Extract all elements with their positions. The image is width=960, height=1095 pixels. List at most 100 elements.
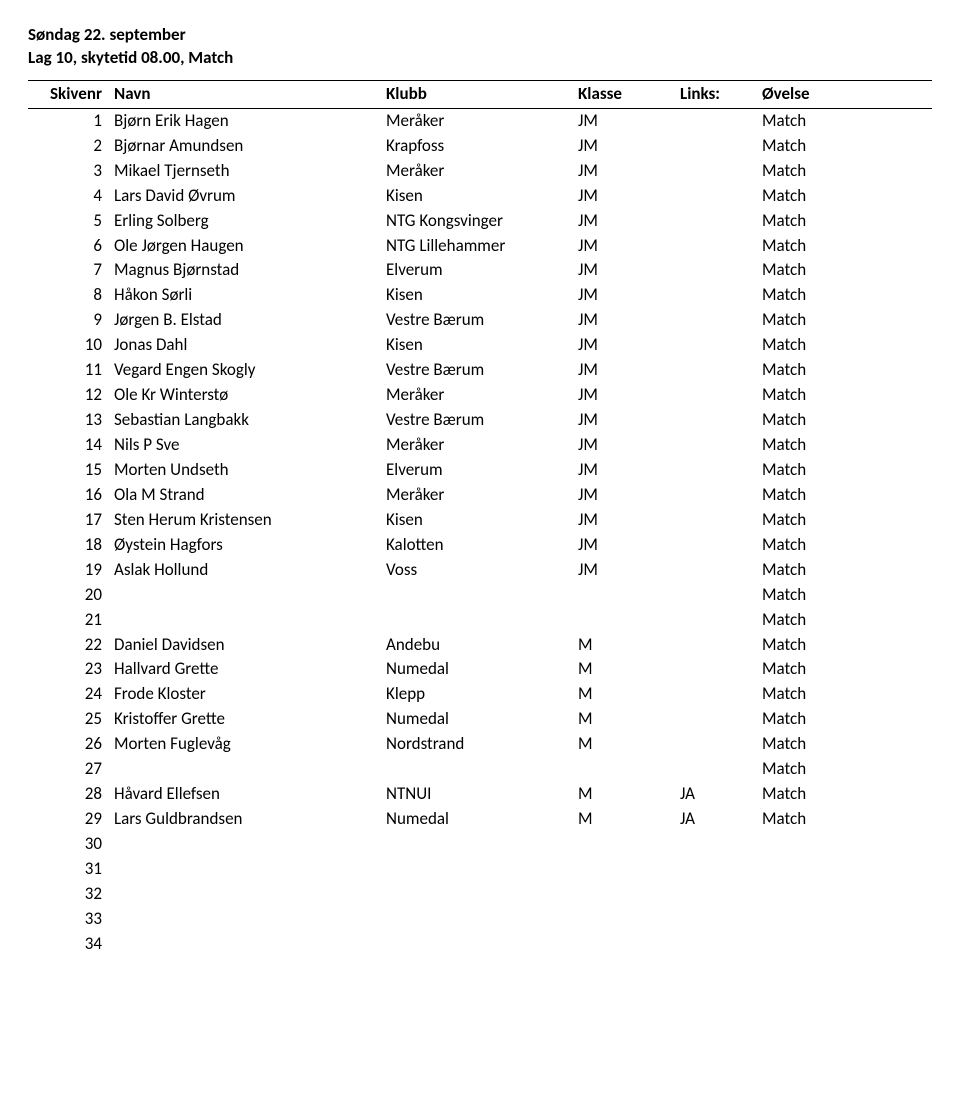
cell-navn — [108, 857, 380, 882]
cell-klubb: Vestre Bærum — [380, 408, 572, 433]
col-links: Links: — [674, 80, 756, 108]
results-table: Skivenr Navn Klubb Klasse Links: Øvelse … — [28, 80, 932, 957]
cell-ovelse: Match — [756, 383, 932, 408]
table-row: 20Match — [28, 583, 932, 608]
cell-klubb: Kisen — [380, 283, 572, 308]
cell-links — [674, 134, 756, 159]
table-row: 23Hallvard GretteNumedalMMatch — [28, 657, 932, 682]
cell-klubb: Krapfoss — [380, 134, 572, 159]
cell-ovelse: Match — [756, 807, 932, 832]
cell-navn: Vegard Engen Skogly — [108, 358, 380, 383]
cell-skivenr: 32 — [28, 882, 108, 907]
cell-klubb — [380, 608, 572, 633]
cell-skivenr: 27 — [28, 757, 108, 782]
table-row: 10Jonas DahlKisenJMMatch — [28, 333, 932, 358]
cell-skivenr: 3 — [28, 159, 108, 184]
table-row: 14Nils P SveMeråkerJMMatch — [28, 433, 932, 458]
table-header: Skivenr Navn Klubb Klasse Links: Øvelse — [28, 80, 932, 108]
cell-skivenr: 21 — [28, 608, 108, 633]
cell-navn: Erling Solberg — [108, 209, 380, 234]
cell-klubb: Kalotten — [380, 533, 572, 558]
cell-skivenr: 24 — [28, 682, 108, 707]
cell-klubb: Vestre Bærum — [380, 308, 572, 333]
cell-navn: Daniel Davidsen — [108, 633, 380, 658]
cell-skivenr: 14 — [28, 433, 108, 458]
cell-klubb: Elverum — [380, 458, 572, 483]
cell-skivenr: 15 — [28, 458, 108, 483]
table-row: 9Jørgen B. ElstadVestre BærumJMMatch — [28, 308, 932, 333]
cell-skivenr: 6 — [28, 234, 108, 259]
cell-skivenr: 33 — [28, 907, 108, 932]
cell-ovelse: Match — [756, 408, 932, 433]
table-row: 21 Match — [28, 608, 932, 633]
cell-klasse: JM — [572, 134, 674, 159]
cell-navn: Magnus Bjørnstad — [108, 258, 380, 283]
cell-navn — [108, 583, 380, 608]
cell-navn — [108, 608, 380, 633]
cell-skivenr: 4 — [28, 184, 108, 209]
table-row: 24Frode KlosterKleppMMatch — [28, 682, 932, 707]
cell-skivenr: 11 — [28, 358, 108, 383]
cell-skivenr: 13 — [28, 408, 108, 433]
cell-links — [674, 583, 756, 608]
cell-links — [674, 707, 756, 732]
table-row: 8Håkon SørliKisenJMMatch — [28, 283, 932, 308]
cell-navn: Sten Herum Kristensen — [108, 508, 380, 533]
cell-links — [674, 932, 756, 957]
cell-links — [674, 358, 756, 383]
col-skivenr: Skivenr — [28, 80, 108, 108]
doc-header-line2: Lag 10, skytetid 08.00, Match — [28, 47, 932, 70]
cell-skivenr: 22 — [28, 633, 108, 658]
cell-ovelse — [756, 832, 932, 857]
col-klasse: Klasse — [572, 80, 674, 108]
cell-klasse: M — [572, 782, 674, 807]
cell-skivenr: 8 — [28, 283, 108, 308]
table-row: 26Morten FuglevågNordstrandMMatch — [28, 732, 932, 757]
cell-links: JA — [674, 782, 756, 807]
cell-klasse — [572, 857, 674, 882]
cell-skivenr: 25 — [28, 707, 108, 732]
table-body: 1Bjørn Erik HagenMeråkerJMMatch2Bjørnar … — [28, 108, 932, 956]
cell-klasse: M — [572, 633, 674, 658]
cell-ovelse: Match — [756, 358, 932, 383]
cell-navn: Ole Kr Winterstø — [108, 383, 380, 408]
table-row: 28Håvard EllefsenNTNUIMJAMatch — [28, 782, 932, 807]
cell-klasse: JM — [572, 283, 674, 308]
table-row: 5Erling SolbergNTG KongsvingerJMMatch — [28, 209, 932, 234]
cell-klasse: JM — [572, 483, 674, 508]
cell-klasse: JM — [572, 258, 674, 283]
cell-ovelse — [756, 907, 932, 932]
cell-ovelse: Match — [756, 333, 932, 358]
table-row: 12Ole Kr WinterstøMeråkerJMMatch — [28, 383, 932, 408]
cell-ovelse: Match — [756, 608, 932, 633]
cell-klasse: M — [572, 682, 674, 707]
cell-klubb — [380, 757, 572, 782]
cell-links — [674, 682, 756, 707]
cell-links — [674, 907, 756, 932]
table-row: 33 — [28, 907, 932, 932]
cell-klasse: JM — [572, 184, 674, 209]
cell-klasse — [572, 907, 674, 932]
cell-links — [674, 832, 756, 857]
cell-links — [674, 857, 756, 882]
cell-klasse: JM — [572, 533, 674, 558]
cell-klubb: Meråker — [380, 383, 572, 408]
cell-klubb: Klepp — [380, 682, 572, 707]
cell-klasse: JM — [572, 408, 674, 433]
cell-navn: Kristoffer Grette — [108, 707, 380, 732]
cell-klubb — [380, 857, 572, 882]
cell-skivenr: 7 — [28, 258, 108, 283]
cell-ovelse: Match — [756, 184, 932, 209]
cell-klasse: JM — [572, 308, 674, 333]
col-ovelse: Øvelse — [756, 80, 932, 108]
cell-links — [674, 633, 756, 658]
cell-klasse — [572, 583, 674, 608]
table-row: 31 — [28, 857, 932, 882]
cell-navn: Håvard Ellefsen — [108, 782, 380, 807]
cell-links — [674, 458, 756, 483]
table-row: 3Mikael TjernsethMeråkerJMMatch — [28, 159, 932, 184]
cell-skivenr: 9 — [28, 308, 108, 333]
cell-ovelse: Match — [756, 657, 932, 682]
cell-ovelse — [756, 857, 932, 882]
cell-ovelse: Match — [756, 209, 932, 234]
